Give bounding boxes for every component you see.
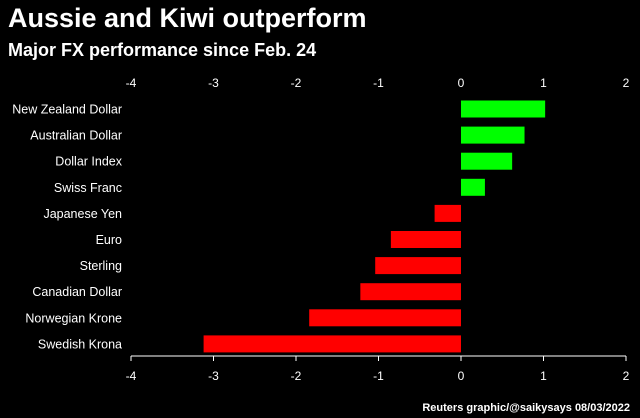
chart-title: Aussie and Kiwi outperform (8, 3, 367, 33)
x-tick-label-top: 1 (540, 76, 547, 90)
x-tick-label-bottom: 2 (623, 369, 630, 383)
top-tick-labels: -4 -3 -2 -1 0 1 2 (126, 76, 630, 90)
category-label: Norwegian Krone (25, 311, 122, 325)
category-label: Canadian Dollar (32, 285, 122, 299)
x-tick-label-top: 2 (623, 76, 630, 90)
category-label: Euro (96, 233, 122, 247)
bar (461, 178, 485, 196)
category-labels: New Zealand Dollar Australian Dollar Dolla… (12, 103, 123, 352)
source-credit: Reuters graphic/@saikysays 08/03/2022 (422, 402, 630, 414)
category-label: Swiss Franc (54, 181, 122, 195)
x-tick-label-top: 0 (458, 76, 465, 90)
bar (309, 309, 461, 327)
bar (375, 257, 461, 275)
chart-subtitle: Major FX performance since Feb. 24 (8, 40, 317, 60)
category-label: Swedish Krona (38, 337, 122, 351)
category-label: Japanese Yen (43, 207, 122, 221)
x-tick-label-top: -2 (291, 76, 302, 90)
x-tick-label-bottom: -1 (373, 369, 384, 383)
x-tick-label-top: -3 (208, 76, 219, 90)
bar (461, 152, 513, 170)
bar (434, 204, 461, 222)
bar (360, 283, 461, 301)
category-label: Australian Dollar (30, 129, 122, 143)
bar (203, 335, 461, 353)
bars (203, 100, 546, 353)
x-tick-label-bottom: 1 (540, 369, 547, 383)
category-label: New Zealand Dollar (12, 103, 122, 117)
bottom-ticks: -4 -3 -2 -1 0 1 2 (126, 356, 630, 383)
x-tick-label-top: -4 (126, 76, 137, 90)
x-tick-label-bottom: -3 (208, 369, 219, 383)
bar (461, 100, 546, 118)
x-tick-label-bottom: -2 (291, 369, 302, 383)
x-tick-label-bottom: -4 (126, 369, 137, 383)
x-tick-label-top: -1 (373, 76, 384, 90)
category-label: Sterling (80, 259, 122, 273)
bar (390, 231, 461, 248)
category-label: Dollar Index (55, 155, 122, 169)
bar (461, 126, 525, 144)
x-tick-label-bottom: 0 (458, 369, 465, 383)
